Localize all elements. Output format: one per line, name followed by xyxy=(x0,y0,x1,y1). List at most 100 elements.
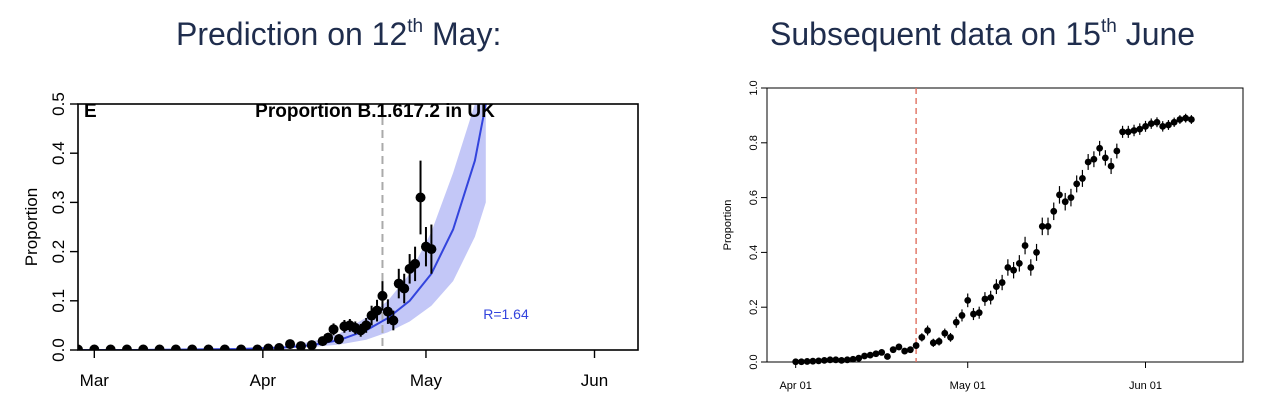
subsequent-data-point xyxy=(975,306,983,319)
prediction-data-point xyxy=(295,341,306,350)
subsequent-point-marker xyxy=(1033,249,1040,256)
subsequent-data-point xyxy=(838,356,845,364)
subsequent-data-point xyxy=(1124,125,1132,138)
right-heading-text: Subsequent data on 15 xyxy=(770,16,1101,52)
prediction-data-point xyxy=(388,310,399,331)
prediction-data-point xyxy=(328,323,339,336)
prediction-y-axis-label: Proportion xyxy=(22,188,41,266)
subsequent-point-marker xyxy=(815,357,823,365)
prediction-chart-title: Proportion B.1.617.2 in UK xyxy=(255,101,495,122)
subsequent-point-marker xyxy=(1079,175,1086,182)
subsequent-data-point xyxy=(1004,259,1012,276)
prediction-data-point xyxy=(372,299,383,322)
subsequent-point-marker xyxy=(1147,120,1155,128)
subsequent-data-point xyxy=(792,358,800,366)
prediction-plot-frame xyxy=(77,103,639,351)
prediction-data-point xyxy=(154,344,165,350)
subsequent-data-point xyxy=(1090,151,1098,168)
subsequent-point-marker xyxy=(1084,158,1092,166)
subsequent-point-marker xyxy=(1067,194,1075,202)
subsequent-data-point xyxy=(987,290,995,305)
prediction-x-tick-label: Mar xyxy=(80,371,110,390)
subsequent-data-point xyxy=(1038,217,1046,236)
prediction-data-point xyxy=(382,299,393,324)
subsequent-data-point xyxy=(947,332,954,342)
subsequent-point-marker xyxy=(878,349,886,356)
subsequent-point-marker xyxy=(1056,191,1063,199)
subsequent-point-marker xyxy=(1159,122,1167,130)
subsequent-data-point xyxy=(1096,140,1104,156)
prediction-point-marker xyxy=(295,341,306,350)
subsequent-data-point xyxy=(895,343,903,351)
subsequent-point-marker xyxy=(987,294,995,302)
subsequent-data-point xyxy=(918,333,926,342)
subsequent-point-marker xyxy=(1050,207,1058,215)
left-heading-suffix: May: xyxy=(423,16,502,52)
subsequent-point-marker xyxy=(1073,180,1081,188)
subsequent-point-marker xyxy=(992,283,1000,291)
subsequent-data-point xyxy=(952,316,960,328)
subsequent-point-marker xyxy=(958,312,966,319)
prediction-point-marker xyxy=(203,344,214,350)
subsequent-point-marker xyxy=(998,279,1006,286)
subsequent-point-marker xyxy=(912,342,920,349)
prediction-y-tick-label: 0.0 xyxy=(49,338,68,362)
subsequent-x-tick-label: Jun 01 xyxy=(1129,380,1162,392)
subsequent-y-tick-label: 0.0 xyxy=(748,354,760,369)
prediction-point-marker xyxy=(154,344,165,350)
subsequent-point-marker xyxy=(843,356,851,364)
subsequent-point-marker xyxy=(832,356,840,364)
prediction-point-marker xyxy=(333,334,344,345)
subsequent-point-marker xyxy=(1130,127,1138,134)
subsequent-data-point xyxy=(1170,117,1178,127)
subsequent-point-marker xyxy=(1061,198,1069,206)
prediction-point-marker xyxy=(306,340,317,350)
subsequent-point-marker xyxy=(1101,154,1109,162)
prediction-point-marker xyxy=(219,344,230,350)
prediction-y-tick-label: 0.3 xyxy=(49,191,68,215)
subsequent-data-point xyxy=(803,358,811,365)
subsequent-data-point xyxy=(1142,120,1149,132)
subsequent-point-marker xyxy=(1015,259,1023,267)
subsequent-data-point xyxy=(815,357,823,365)
subsequent-data-point xyxy=(1113,143,1121,159)
subsequent-data-point xyxy=(1033,243,1040,261)
subsequent-point-marker xyxy=(838,356,845,364)
subsequent-data-point xyxy=(1084,154,1092,170)
subsequent-data-point xyxy=(964,293,972,308)
prediction-point-marker xyxy=(285,339,296,350)
subsequent-data-point xyxy=(826,356,834,364)
subsequent-data-point xyxy=(1159,121,1167,132)
subsequent-point-marker xyxy=(803,358,811,365)
subsequent-point-marker xyxy=(855,354,863,362)
prediction-data-point xyxy=(236,344,247,350)
subsequent-point-marker xyxy=(872,350,880,358)
prediction-data-point xyxy=(323,332,334,343)
subsequent-point-marker xyxy=(1107,162,1115,170)
subsequent-y-tick-label: 1.0 xyxy=(748,80,760,95)
subsequent-data-point xyxy=(855,354,863,362)
prediction-point-marker xyxy=(236,344,247,350)
subsequent-data-point xyxy=(1056,186,1063,204)
subsequent-point-marker xyxy=(1182,114,1190,122)
prediction-point-marker xyxy=(426,244,437,255)
prediction-point-marker xyxy=(377,290,388,301)
prediction-data-point xyxy=(187,344,198,350)
prediction-chart: Proportion B.1.617.2 in UK E 0.0 0.1 0.2 0.3 0… xyxy=(22,92,639,390)
panel-letter: E xyxy=(84,101,97,122)
subsequent-data-point xyxy=(849,355,857,363)
subsequent-point-marker xyxy=(906,346,914,354)
subsequent-point-marker xyxy=(1187,116,1195,123)
prediction-data-point xyxy=(415,160,426,235)
subsequent-y-tick-label: 0.8 xyxy=(748,135,760,150)
prediction-point-marker xyxy=(138,344,149,350)
subsequent-data-point xyxy=(798,358,805,366)
subsequent-data-point xyxy=(809,357,817,365)
subsequent-data-point xyxy=(843,356,851,364)
prediction-data-point xyxy=(78,344,83,350)
subsequent-point-marker xyxy=(1004,264,1012,271)
subsequent-point-marker xyxy=(1176,116,1184,123)
subsequent-data-point xyxy=(1021,236,1029,255)
subsequent-data-point xyxy=(935,337,943,346)
